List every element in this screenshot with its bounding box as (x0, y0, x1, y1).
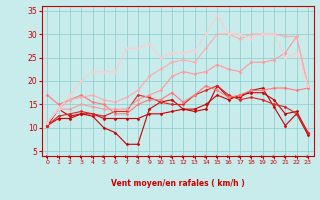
X-axis label: Vent moyen/en rafales ( km/h ): Vent moyen/en rafales ( km/h ) (111, 179, 244, 188)
